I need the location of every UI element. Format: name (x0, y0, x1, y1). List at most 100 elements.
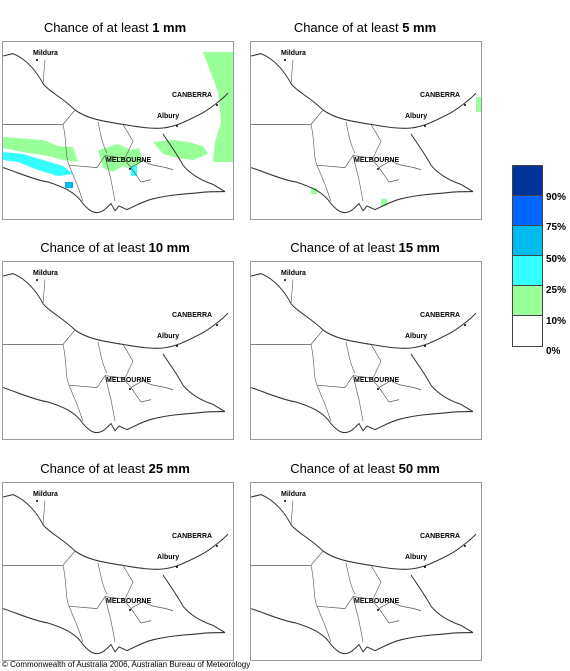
panel-title-50mm: Chance of at least 50 mm (250, 461, 480, 476)
district-boundary (352, 375, 364, 422)
coastline (251, 608, 474, 655)
place-marker (176, 566, 178, 568)
title-prefix: Chance of at least (43, 20, 153, 35)
title-amount: 25 mm (148, 461, 190, 476)
victoria-map: Mildura CANBERRA Albury MELBOURNE (251, 491, 477, 655)
map-50mm: Mildura CANBERRA Albury MELBOURNE (250, 482, 482, 661)
place-marker (424, 345, 426, 347)
place-label-melbourne: MELBOURNE (106, 598, 151, 605)
place-label-canberra: CANBERRA (420, 92, 460, 99)
district-boundary (345, 562, 356, 595)
coastline (3, 608, 226, 655)
legend-label-50: 50% (546, 254, 567, 265)
place-label-canberra: CANBERRA (172, 312, 212, 319)
state-border (162, 133, 226, 193)
coastline (251, 387, 474, 434)
legend-swatch (513, 316, 542, 346)
district-boundary (251, 550, 324, 566)
place-label-mildura: Mildura (33, 270, 58, 277)
district-boundary (62, 124, 70, 166)
legend-swatch (513, 226, 542, 256)
legend-label-75: 75% (546, 222, 567, 233)
map-5mm: Mildura CANBERRA Albury MELBOURNE (250, 41, 482, 220)
legend-swatch (513, 256, 542, 286)
state-border (410, 353, 474, 413)
district-boundary (68, 596, 144, 610)
district-boundary (390, 160, 422, 171)
district-boundary (316, 385, 332, 422)
victoria-map: Mildura CANBERRA Albury MELBOURNE (3, 50, 233, 214)
place-label-mildura: Mildura (33, 50, 58, 57)
place-label-albury: Albury (405, 113, 427, 120)
place-marker (129, 388, 131, 390)
title-prefix: Chance of at least (290, 461, 399, 476)
place-label-mildura: Mildura (281, 270, 306, 277)
district-boundary (130, 167, 152, 183)
district-boundary (68, 606, 84, 643)
district-boundary (130, 608, 152, 624)
place-marker (216, 545, 218, 547)
legend-swatch (513, 196, 542, 226)
district-boundary (251, 329, 324, 345)
place-label-albury: Albury (157, 333, 179, 340)
place-marker (377, 609, 379, 611)
place-label-albury: Albury (157, 113, 179, 120)
state-border (410, 133, 474, 193)
state-border (3, 53, 229, 129)
legend-label-0: 0% (546, 346, 561, 357)
title-amount: 5 mm (402, 20, 437, 35)
district-boundary (130, 387, 152, 403)
place-label-mildura: Mildura (281, 50, 306, 57)
district-boundary (316, 155, 392, 169)
district-boundary (68, 375, 144, 389)
district-boundary (378, 167, 400, 183)
district-boundary (316, 165, 332, 202)
title-amount: 15 mm (398, 240, 440, 255)
rain-probability-area (203, 52, 233, 162)
place-marker (424, 566, 426, 568)
rain-probability-area (476, 97, 481, 112)
state-border (251, 494, 477, 570)
district-boundary (122, 565, 134, 600)
rain-probability-area (3, 152, 73, 176)
title-prefix: Chance of at least (293, 20, 403, 35)
district-boundary (97, 121, 108, 154)
district-boundary (68, 155, 144, 169)
place-label-albury: Albury (405, 554, 427, 561)
place-marker (216, 104, 218, 106)
state-border (251, 53, 477, 129)
place-marker (464, 324, 466, 326)
place-label-melbourne: MELBOURNE (354, 598, 399, 605)
title-prefix: Chance of at least (40, 240, 149, 255)
state-border (162, 353, 226, 413)
state-border (3, 494, 229, 570)
victoria-map: Mildura CANBERRA Albury MELBOURNE (251, 270, 477, 434)
district-boundary (104, 375, 116, 422)
place-marker (36, 279, 38, 281)
copyright-footer: © Commonwealth of Australia 2006, Austra… (2, 660, 251, 669)
map-15mm: Mildura CANBERRA Albury MELBOURNE (250, 261, 482, 440)
panel-title-5mm: Chance of at least 5 mm (250, 20, 480, 35)
rain-probability-area (153, 140, 208, 160)
district-boundary (310, 565, 318, 607)
place-label-albury: Albury (157, 554, 179, 561)
victoria-map: Mildura CANBERRA Albury MELBOURNE (3, 270, 229, 434)
place-marker (216, 324, 218, 326)
panel-title-1mm: Chance of at least 1 mm (0, 20, 230, 35)
district-boundary (68, 385, 84, 422)
district-boundary (390, 380, 422, 391)
state-border (3, 273, 229, 349)
district-boundary (316, 606, 332, 643)
place-label-canberra: CANBERRA (420, 312, 460, 319)
victoria-map: Mildura CANBERRA Albury MELBOURNE (3, 491, 229, 655)
title-prefix: Chance of at least (290, 240, 399, 255)
place-label-melbourne: MELBOURNE (354, 157, 399, 164)
title-amount: 1 mm (152, 20, 187, 35)
district-boundary (62, 565, 70, 607)
place-marker (424, 125, 426, 127)
state-border (410, 574, 474, 634)
district-boundary (316, 596, 392, 610)
place-label-melbourne: MELBOURNE (354, 377, 399, 384)
district-boundary (370, 565, 382, 600)
coastline (251, 167, 474, 214)
